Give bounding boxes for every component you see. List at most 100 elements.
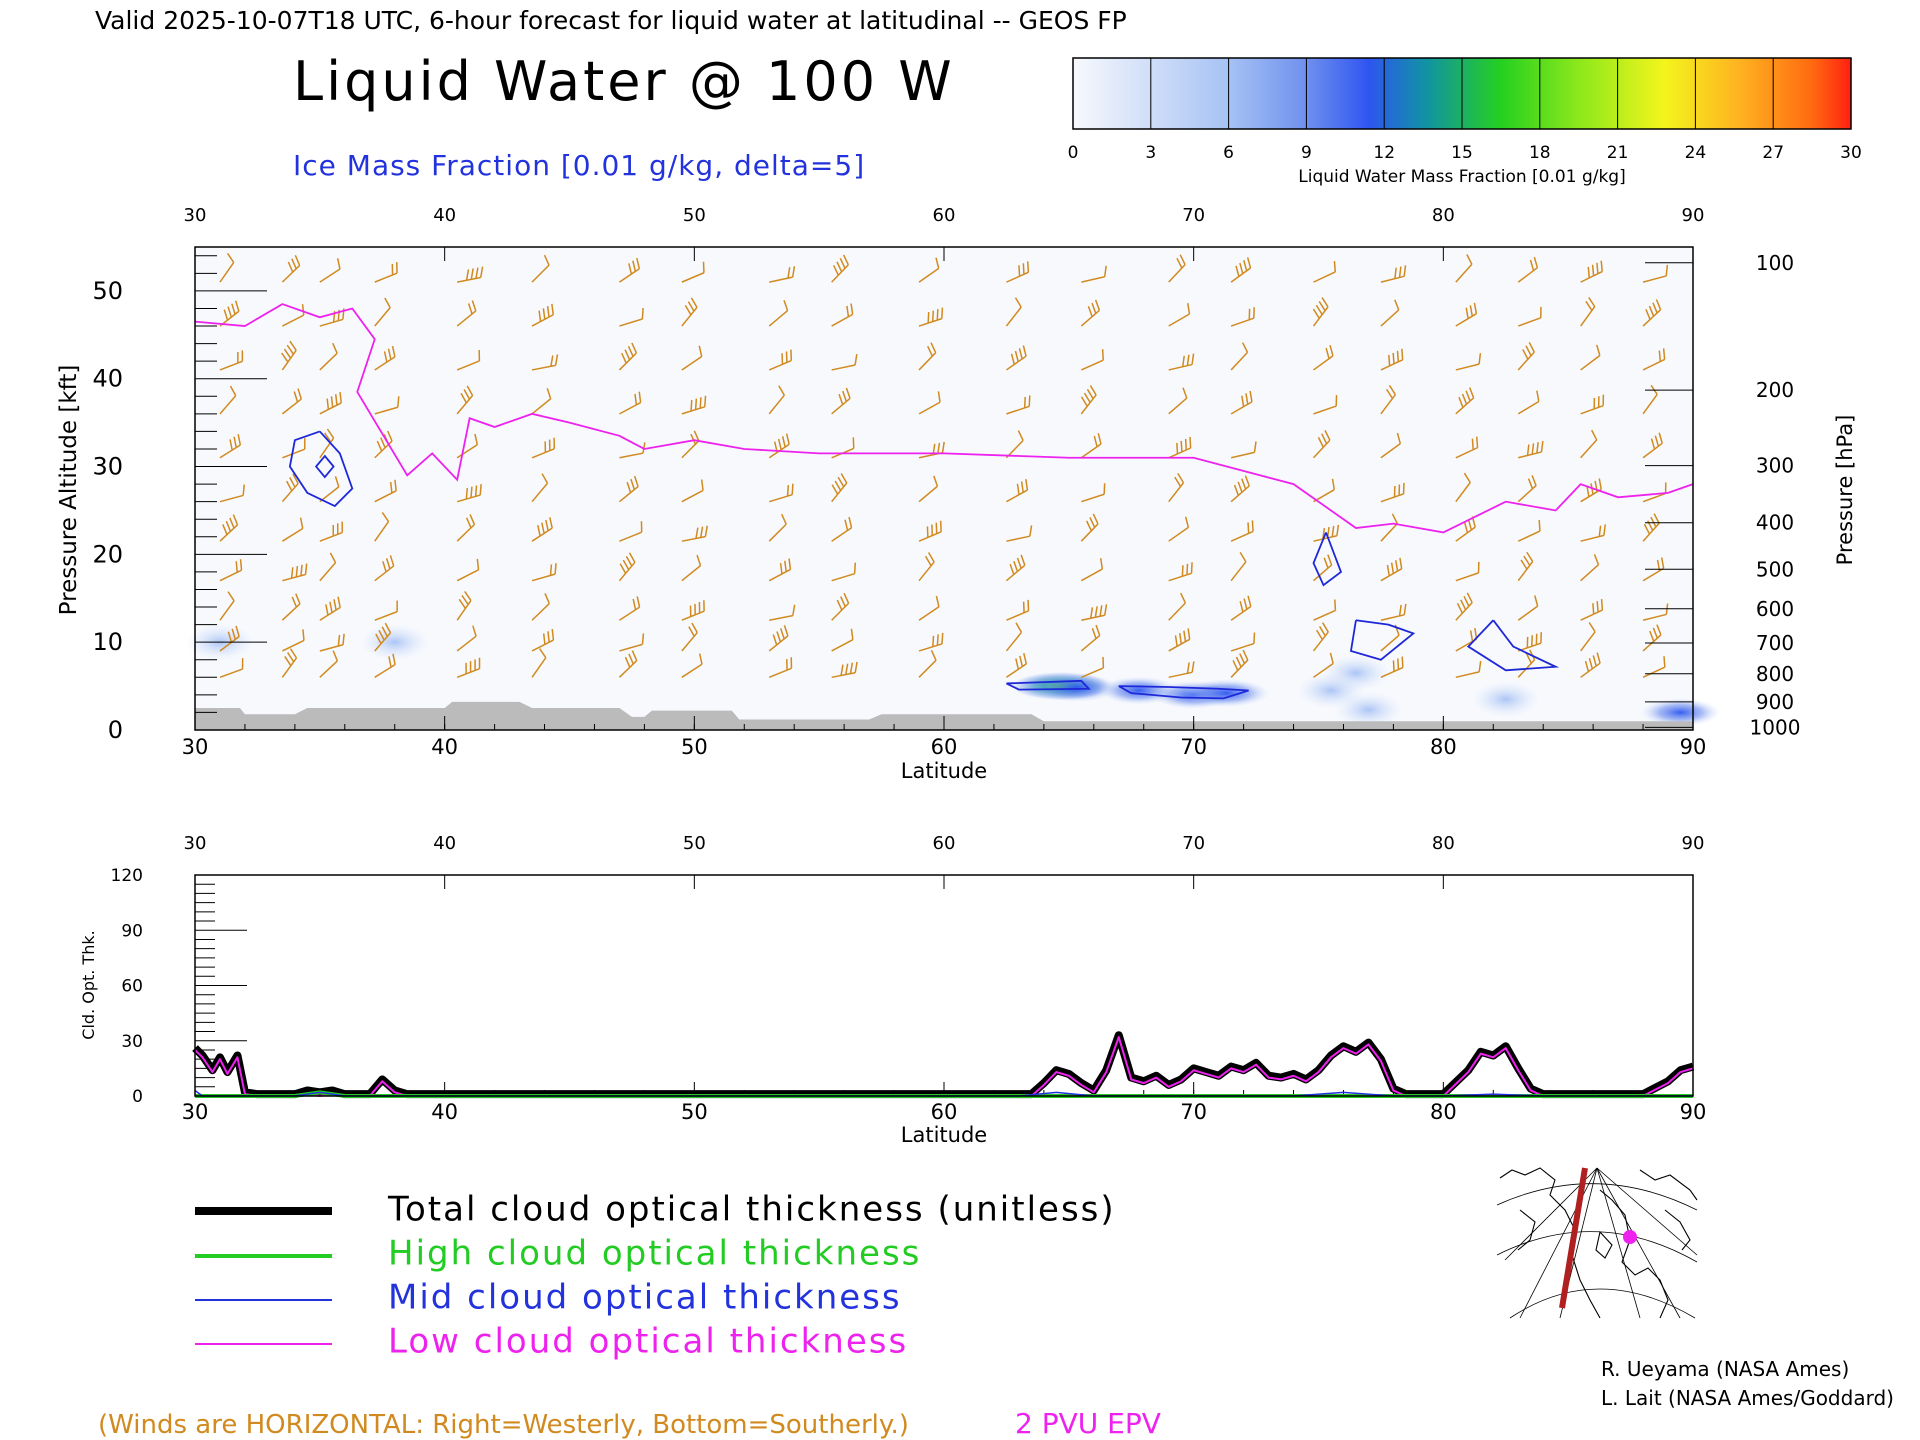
- wind-barb-feather: [1020, 481, 1024, 493]
- legend-label-mid: Mid cloud optical thickness: [388, 1278, 902, 1318]
- wind-barb-feather: [549, 564, 553, 576]
- wind-barb: [619, 633, 645, 652]
- wind-barb: [1380, 299, 1400, 327]
- wind-barb: [1081, 483, 1106, 503]
- wind-barb: [374, 479, 397, 503]
- wind-barb-feather: [1029, 525, 1033, 537]
- optical-thickness-panel: 30 30 40 40 50 50 60 60 70 70 80 80 90 90 0 30 60 90 120 L…: [79, 833, 1706, 1147]
- wind-barb: [456, 300, 477, 327]
- wind-barb-feather: [1584, 660, 1590, 672]
- cross-section-y2label: Pressure [hPa]: [1833, 415, 1857, 566]
- wind-barb-feather: [460, 392, 468, 404]
- wind-barb: [1380, 348, 1404, 371]
- wind-barb-feather: [1469, 305, 1474, 317]
- wind-barb: [768, 513, 787, 542]
- wind-barb-feather: [1456, 603, 1464, 614]
- pressure-tick-label: 500: [1756, 557, 1794, 581]
- wind-barb-feather: [1656, 624, 1662, 636]
- wind-barb-feather: [549, 517, 553, 529]
- wind-barb-feather: [1091, 627, 1097, 639]
- wind-barb-feather: [1336, 524, 1340, 536]
- x-tick-label-top: 60: [933, 833, 956, 854]
- wind-barb: [281, 517, 304, 542]
- wind-barb-feather: [1253, 632, 1256, 644]
- wind-barb-feather: [397, 396, 400, 408]
- wind-barb-shaft: [319, 268, 341, 283]
- wind-barb-feather: [1091, 302, 1097, 314]
- wind-barb-feather: [1181, 355, 1185, 367]
- x-tick-label-top: 70: [1182, 205, 1205, 226]
- wind-barb-feather: [295, 593, 301, 605]
- wind-barb-feather: [1247, 522, 1250, 534]
- wind-barb-feather: [1658, 350, 1662, 362]
- x-tick-label: 90: [1680, 1100, 1707, 1124]
- wind-barb: [681, 479, 704, 503]
- pressure-tick-label: 300: [1756, 454, 1794, 478]
- cross-section-xlabel: Latitude: [901, 759, 987, 783]
- wind-barb: [219, 434, 242, 459]
- wind-barb-feather: [299, 517, 304, 529]
- wind-barb-feather: [1324, 430, 1331, 441]
- wind-barbs: [219, 252, 1669, 679]
- wind-barb-feather: [465, 269, 470, 281]
- wind-barb-shaft: [1313, 609, 1336, 621]
- wind-barb-feather: [1182, 387, 1188, 399]
- wind-barb: [1580, 260, 1603, 283]
- wind-barb-feather: [631, 342, 638, 354]
- wind-barb-shaft: [681, 565, 701, 582]
- wind-barb-feather: [704, 525, 709, 537]
- wind-barb: [1517, 632, 1543, 652]
- wind-barb: [319, 476, 340, 503]
- cross-section-ylabel: Pressure Altitude [kft]: [56, 365, 82, 616]
- wind-barb-feather: [1009, 563, 1015, 575]
- wind-barb: [1313, 395, 1338, 415]
- colorbar-tick-labels: 0 3 6 9 12 15 18 21 24 27 30: [1068, 143, 1862, 163]
- wind-barb-feather: [1186, 662, 1190, 674]
- wind-barb-feather: [631, 650, 638, 661]
- wind-barb-feather: [286, 344, 295, 355]
- ice-subtitle: Ice Mass Fraction [0.01 g/kg, delta=5]: [293, 149, 865, 182]
- wind-barb-feather: [1650, 516, 1657, 528]
- wind-barb-feather: [1391, 513, 1398, 524]
- wind-barb: [319, 552, 337, 582]
- wind-barb-feather: [699, 526, 704, 538]
- wind-barb-feather: [1023, 396, 1026, 408]
- wind-barb-feather: [1588, 658, 1594, 670]
- ice-contour: [1466, 619, 1560, 672]
- y-tick-label: 20: [92, 540, 123, 568]
- pressure-tick-label: 600: [1756, 597, 1794, 621]
- wind-barb-feather: [627, 346, 634, 357]
- wind-barb-feather: [1468, 387, 1475, 399]
- wind-barb-feather: [1323, 557, 1329, 569]
- wind-barb: [1580, 478, 1602, 503]
- wind-barb: [219, 559, 243, 582]
- wind-barb-feather: [1403, 265, 1407, 277]
- wind-barb-feather: [1526, 551, 1534, 562]
- wind-barb-feather: [227, 306, 233, 318]
- wind-barb: [1081, 604, 1108, 621]
- wind-barb-shaft: [319, 562, 337, 582]
- x-tick-label-top: 80: [1432, 205, 1455, 226]
- wind-barb-feather: [1249, 390, 1253, 402]
- wind-barb: [1006, 525, 1033, 542]
- x-tick-label: 30: [182, 1100, 209, 1124]
- wind-barb-feather: [301, 304, 305, 316]
- wind-barb: [1081, 656, 1105, 678]
- wind-barb-feather: [1014, 297, 1022, 308]
- wind-barb-feather: [1318, 300, 1326, 312]
- winds-note: (Winds are HORIZONTAL: Right=Westerly, B…: [98, 1410, 909, 1440]
- wind-barb-feather: [287, 261, 294, 273]
- wind-barb-feather: [854, 353, 858, 366]
- wind-barb-shaft: [531, 398, 552, 415]
- x-tick-label: 70: [1180, 1100, 1207, 1124]
- wind-barb-feather: [302, 629, 305, 641]
- wind-barb-shaft: [1168, 397, 1188, 415]
- wind-barb-shaft: [918, 659, 937, 678]
- wind-barb-feather: [1536, 390, 1540, 402]
- wind-barb-feather: [844, 519, 849, 531]
- wind-barb-feather: [624, 349, 631, 361]
- wind-barb-feather: [1327, 554, 1333, 566]
- wind-barb-shaft: [1455, 482, 1471, 503]
- wind-barb-feather: [839, 258, 846, 269]
- wind-barb-feather: [836, 261, 843, 273]
